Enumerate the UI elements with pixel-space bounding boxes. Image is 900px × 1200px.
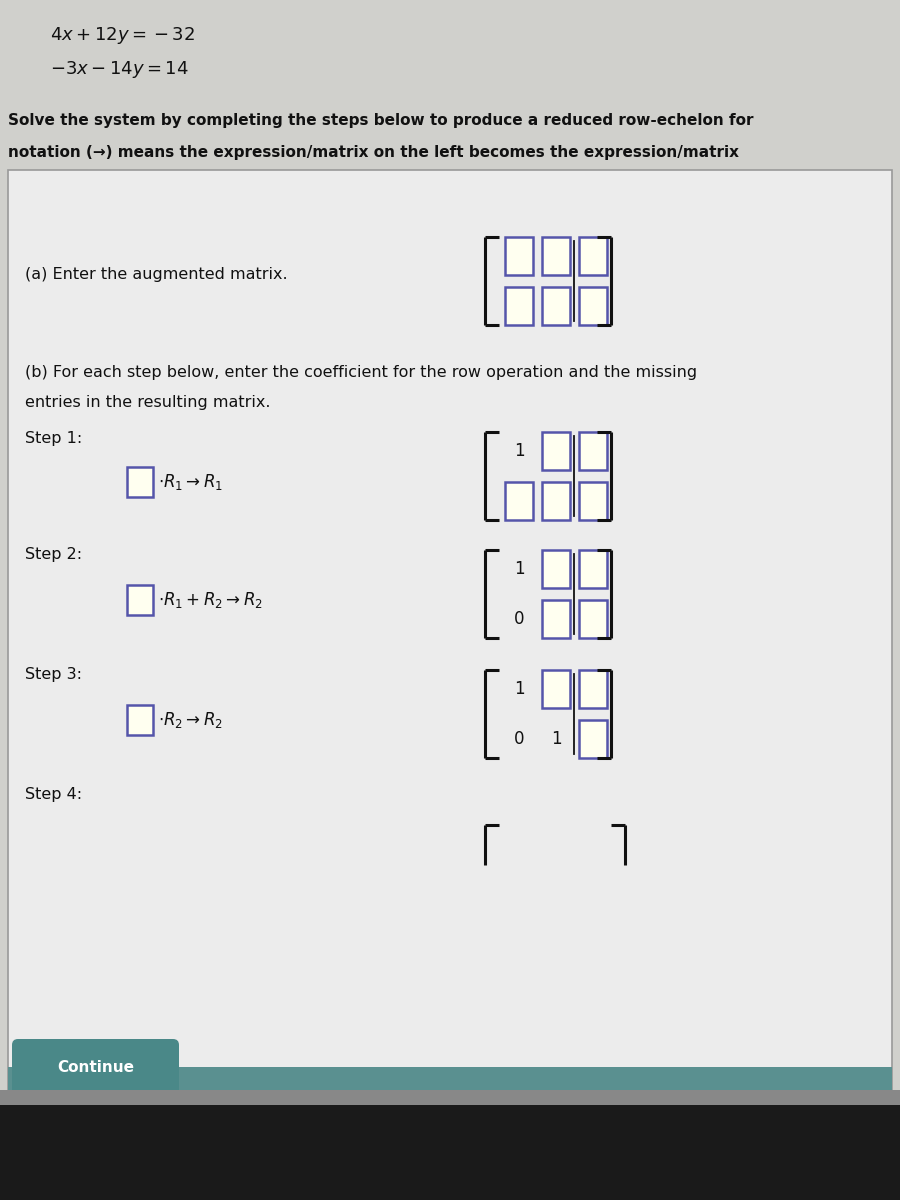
FancyBboxPatch shape <box>127 706 153 734</box>
Text: Continue: Continue <box>57 1060 134 1075</box>
FancyBboxPatch shape <box>542 236 570 275</box>
FancyBboxPatch shape <box>579 670 607 708</box>
FancyBboxPatch shape <box>579 236 607 275</box>
Text: $4x+12y=-32$: $4x+12y=-32$ <box>50 24 195 46</box>
Bar <box>0 1100 900 1200</box>
Text: (b) For each step below, enter the coefficient for the row operation and the mis: (b) For each step below, enter the coeff… <box>25 365 698 379</box>
Text: Step 2:: Step 2: <box>25 547 82 563</box>
Text: entries in the resulting matrix.: entries in the resulting matrix. <box>25 395 271 409</box>
Text: $\cdot R_1 + R_2 \rightarrow R_2$: $\cdot R_1 + R_2 \rightarrow R_2$ <box>158 590 263 610</box>
FancyBboxPatch shape <box>579 287 607 325</box>
FancyBboxPatch shape <box>542 600 570 638</box>
FancyBboxPatch shape <box>542 287 570 325</box>
FancyBboxPatch shape <box>542 432 570 470</box>
Text: $\cdot R_2 \rightarrow R_2$: $\cdot R_2 \rightarrow R_2$ <box>158 710 223 730</box>
Text: 1: 1 <box>514 442 525 460</box>
FancyBboxPatch shape <box>505 236 533 275</box>
Text: $\cdot R_1 \rightarrow R_1$: $\cdot R_1 \rightarrow R_1$ <box>158 472 223 492</box>
FancyBboxPatch shape <box>12 1039 179 1096</box>
Text: 1: 1 <box>514 680 525 698</box>
Text: notation (→) means the expression/matrix on the left becomes the expression/matr: notation (→) means the expression/matrix… <box>8 144 739 160</box>
Bar <box>0 1090 900 1105</box>
Text: Solve the system by completing the steps below to produce a reduced row-echelon : Solve the system by completing the steps… <box>8 113 753 127</box>
FancyBboxPatch shape <box>542 670 570 708</box>
FancyBboxPatch shape <box>505 287 533 325</box>
Text: 1: 1 <box>551 730 562 748</box>
FancyBboxPatch shape <box>579 432 607 470</box>
Text: Step 4:: Step 4: <box>25 786 82 802</box>
FancyBboxPatch shape <box>127 467 153 497</box>
FancyBboxPatch shape <box>505 482 533 520</box>
Text: $-3x-14y=14$: $-3x-14y=14$ <box>50 60 189 80</box>
FancyBboxPatch shape <box>579 550 607 588</box>
FancyBboxPatch shape <box>579 600 607 638</box>
Text: (a) Enter the augmented matrix.: (a) Enter the augmented matrix. <box>25 268 288 282</box>
FancyBboxPatch shape <box>127 584 153 614</box>
Text: 0: 0 <box>514 730 524 748</box>
Text: Step 1:: Step 1: <box>25 431 82 445</box>
FancyBboxPatch shape <box>8 170 892 1094</box>
FancyBboxPatch shape <box>542 550 570 588</box>
Text: 0: 0 <box>514 610 524 628</box>
Text: 1: 1 <box>514 560 525 578</box>
Text: Step 3:: Step 3: <box>25 667 82 683</box>
FancyBboxPatch shape <box>579 482 607 520</box>
Bar <box>8 1067 892 1094</box>
FancyBboxPatch shape <box>542 482 570 520</box>
FancyBboxPatch shape <box>579 720 607 758</box>
